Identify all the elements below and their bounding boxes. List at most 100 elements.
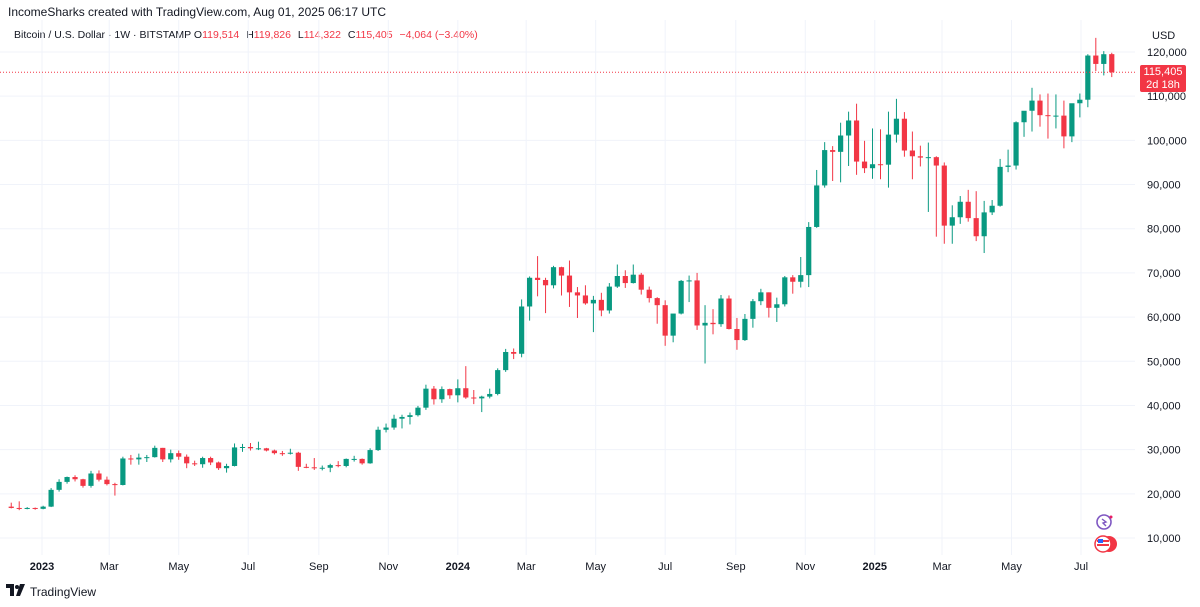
candle-body xyxy=(104,479,110,485)
candle xyxy=(479,395,485,413)
x-tick-label: May xyxy=(168,561,189,573)
candle-body xyxy=(989,205,995,213)
candle xyxy=(686,275,692,303)
candle xyxy=(957,196,963,224)
candle xyxy=(415,405,421,417)
candle xyxy=(351,455,357,462)
candle-body xyxy=(303,466,309,468)
x-tick-label: Mar xyxy=(517,561,536,573)
candle xyxy=(160,447,166,463)
candle xyxy=(112,482,118,496)
candle xyxy=(758,288,764,306)
candle-body xyxy=(550,267,557,286)
candle-body xyxy=(861,161,868,169)
candle-body xyxy=(56,481,62,490)
tradingview-logo-icon xyxy=(6,584,26,599)
y-tick-label: 70,000 xyxy=(1147,268,1181,280)
candle xyxy=(311,458,317,470)
candle-body xyxy=(925,157,931,159)
candle xyxy=(271,449,278,455)
candle xyxy=(1101,51,1107,76)
candle-body xyxy=(8,506,14,508)
candle xyxy=(702,305,708,364)
x-tick-label: Nov xyxy=(379,561,399,573)
candle xyxy=(215,461,222,470)
candle-body xyxy=(806,226,812,276)
candle xyxy=(558,266,565,296)
candle xyxy=(590,295,596,333)
candle xyxy=(8,502,14,509)
candle-body xyxy=(893,118,900,135)
candle-body xyxy=(542,279,549,286)
candle xyxy=(1053,94,1059,129)
close-label: C xyxy=(347,29,356,41)
candle-body xyxy=(941,165,947,226)
candle xyxy=(798,257,804,288)
candle-body xyxy=(1045,115,1051,117)
candle xyxy=(367,448,373,464)
candle xyxy=(255,441,262,451)
candle-body xyxy=(822,150,828,186)
candle xyxy=(327,463,333,473)
candle xyxy=(407,412,413,425)
candle-body xyxy=(136,457,142,460)
candle xyxy=(861,140,868,174)
candle xyxy=(128,454,134,465)
candle xyxy=(606,283,612,314)
high-label: H xyxy=(246,29,254,41)
candle-body xyxy=(519,306,525,354)
candle xyxy=(869,128,876,179)
candle xyxy=(949,205,955,244)
low-value: 114,322 xyxy=(303,29,341,41)
candle-body xyxy=(798,275,804,282)
candle xyxy=(343,458,349,468)
candle xyxy=(718,295,724,327)
y-tick-label: 40,000 xyxy=(1147,400,1181,412)
tradingview-footer[interactable]: TradingView xyxy=(6,584,96,599)
candle xyxy=(542,277,549,314)
candle xyxy=(511,348,517,360)
candle-body xyxy=(766,292,772,308)
candle-body xyxy=(192,463,198,465)
candle-body xyxy=(279,453,285,455)
candle-body xyxy=(327,465,333,468)
y-tick-label: 20,000 xyxy=(1147,489,1181,501)
candle-body xyxy=(383,427,389,430)
candle-body xyxy=(176,453,182,457)
candle-body xyxy=(853,120,860,162)
us-flag-icon xyxy=(1094,535,1117,553)
candle-body xyxy=(80,479,86,486)
candle-body xyxy=(981,212,987,237)
candle-body xyxy=(574,292,581,296)
candle-body xyxy=(431,388,437,400)
x-tick-label: Jul xyxy=(241,561,255,573)
price-axis: 10,000 20,000 30,000 40,000 50,000 60,000 70,0… xyxy=(1147,47,1187,545)
candle xyxy=(1045,93,1051,139)
candle-body xyxy=(263,448,270,451)
candle xyxy=(335,461,341,468)
candle-body xyxy=(16,507,22,509)
candle-body xyxy=(24,507,30,509)
candle-body xyxy=(503,351,509,371)
badge-icons[interactable] xyxy=(1093,514,1121,561)
x-tick-label: Sep xyxy=(309,561,329,573)
candle-body xyxy=(391,418,397,428)
candle xyxy=(838,122,844,183)
candle xyxy=(806,222,812,288)
high-value: 119,826 xyxy=(253,29,291,41)
candle-body xyxy=(1037,100,1043,116)
currency-label[interactable]: USD xyxy=(1152,30,1176,42)
candle-body xyxy=(407,415,413,417)
candle xyxy=(431,386,437,405)
candle xyxy=(1109,52,1115,78)
candle-body xyxy=(367,450,373,464)
candle-body xyxy=(64,477,70,482)
candle xyxy=(32,507,38,510)
last-price-value: 115,405 xyxy=(1143,66,1183,78)
candle xyxy=(383,423,389,433)
candle-body xyxy=(495,370,501,394)
candle xyxy=(1005,149,1011,173)
candles xyxy=(8,37,1115,511)
candle xyxy=(192,460,198,466)
